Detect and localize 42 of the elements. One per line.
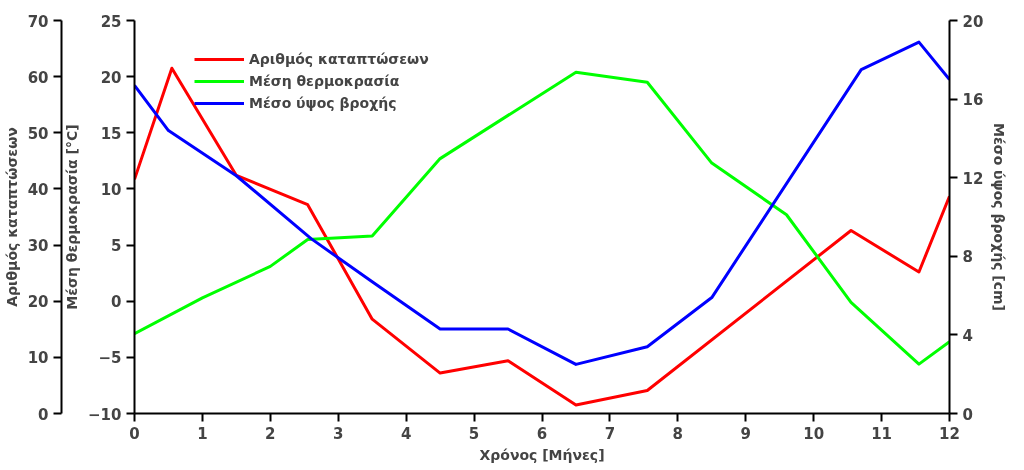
x-tick-label: 1: [197, 424, 208, 443]
legend-label: Αριθμός καταπτώσεων: [249, 51, 429, 67]
x-tick-label: 12: [939, 424, 960, 443]
y-tick-label: 0: [111, 293, 122, 312]
x-tick-label: 5: [468, 424, 480, 443]
y3-tick-label: 10: [27, 349, 49, 368]
y2-tick-label: 8: [962, 248, 973, 267]
y2-tick-label: 12: [962, 169, 984, 188]
x-tick-label: 0: [129, 424, 140, 443]
y2-axis-title: Μέσο ύψος βροχής [cm]: [991, 123, 1008, 311]
y-tick-label: 25: [100, 12, 122, 31]
y2-tick-label: 4: [962, 326, 973, 345]
x-tick-label: 6: [536, 424, 548, 443]
y3-tick-label: 60: [27, 68, 49, 87]
y-axis-title: Μέση θερμοκρασία [°C]: [64, 124, 81, 310]
y3-tick-label: 70: [27, 12, 49, 31]
y3-tick-label: 20: [27, 293, 49, 312]
y-tick-label: 15: [100, 124, 122, 143]
y3-axis-title: Αριθμός καταπτώσεων: [3, 127, 20, 307]
legend-label: Μέσο ύψος βροχής: [249, 95, 397, 111]
x-tick-label: 4: [400, 424, 412, 443]
y3-tick-label: 40: [27, 180, 49, 199]
x-axis-title: Χρόνος [Μήνες]: [479, 446, 605, 463]
x-tick-label: 2: [265, 424, 276, 443]
y2-tick-label: 16: [962, 91, 984, 110]
y-tick-label: 20: [100, 68, 122, 87]
x-tick-label: 3: [333, 424, 344, 443]
y2-tick-label: 20: [962, 12, 984, 31]
x-tick-label: 9: [740, 424, 751, 443]
x-tick-label: 10: [803, 424, 825, 443]
y3-tick-label: 50: [27, 124, 49, 143]
y2-tick-label: 0: [962, 405, 973, 424]
x-tick-label: 7: [604, 424, 616, 443]
y-tick-label: −10: [88, 405, 122, 424]
legend-label: Μέση θερμοκρασία: [249, 73, 400, 89]
y3-tick-label: 30: [27, 237, 49, 256]
y-tick-label: −5: [98, 349, 122, 368]
x-tick-label: 8: [672, 424, 684, 443]
y3-tick-label: 0: [38, 405, 49, 424]
x-tick-label: 11: [871, 424, 893, 443]
y-tick-label: 10: [100, 180, 122, 199]
y-tick-label: 5: [111, 237, 122, 256]
